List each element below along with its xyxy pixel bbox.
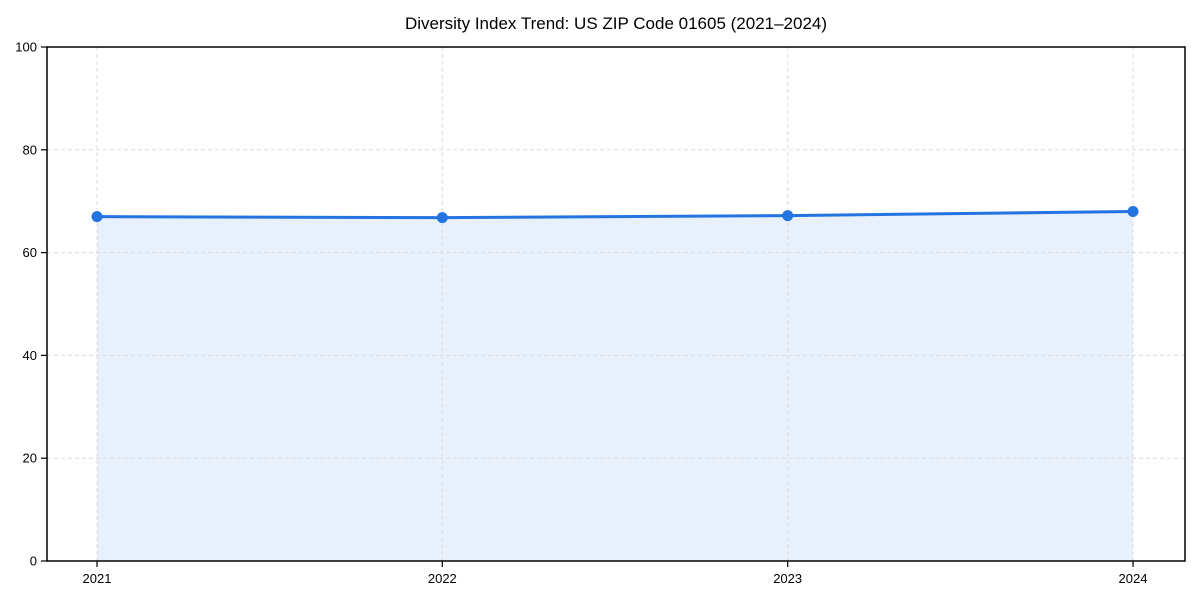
- data-point-markers: [91, 205, 1139, 224]
- trend-line-layer: [95, 209, 1135, 220]
- x-tick-label: 2024: [1119, 571, 1148, 586]
- y-tick-label: 80: [23, 142, 37, 157]
- y-tick-label: 40: [23, 348, 37, 363]
- plot-border-layer: [46, 46, 1186, 562]
- x-tick-label: 2023: [773, 571, 802, 586]
- trend-line: [95, 209, 1135, 220]
- x-tick-label: 2021: [83, 571, 112, 586]
- data-point: [91, 211, 103, 223]
- area-fill-layer: [97, 211, 1133, 562]
- y-tick-label: 20: [23, 451, 37, 466]
- gridlines-layer: [47, 47, 1185, 561]
- y-axis-labels: 0 20 40 60 80 100: [15, 40, 37, 569]
- y-tick-label: 60: [23, 245, 37, 260]
- data-point: [436, 212, 448, 224]
- chart-title: Diversity Index Trend: US ZIP Code 01605…: [405, 14, 827, 33]
- plot-border: [46, 46, 1186, 562]
- y-tick-label: 100: [15, 40, 37, 55]
- area-fill: [97, 211, 1133, 562]
- data-point: [782, 210, 794, 222]
- y-tick-label: 0: [30, 554, 37, 569]
- data-point: [1127, 205, 1139, 217]
- axis-ticks-layer: [41, 46, 1134, 567]
- x-tick-label: 2022: [428, 571, 457, 586]
- x-axis-labels: 2021 2022 2023 2024: [83, 571, 1148, 586]
